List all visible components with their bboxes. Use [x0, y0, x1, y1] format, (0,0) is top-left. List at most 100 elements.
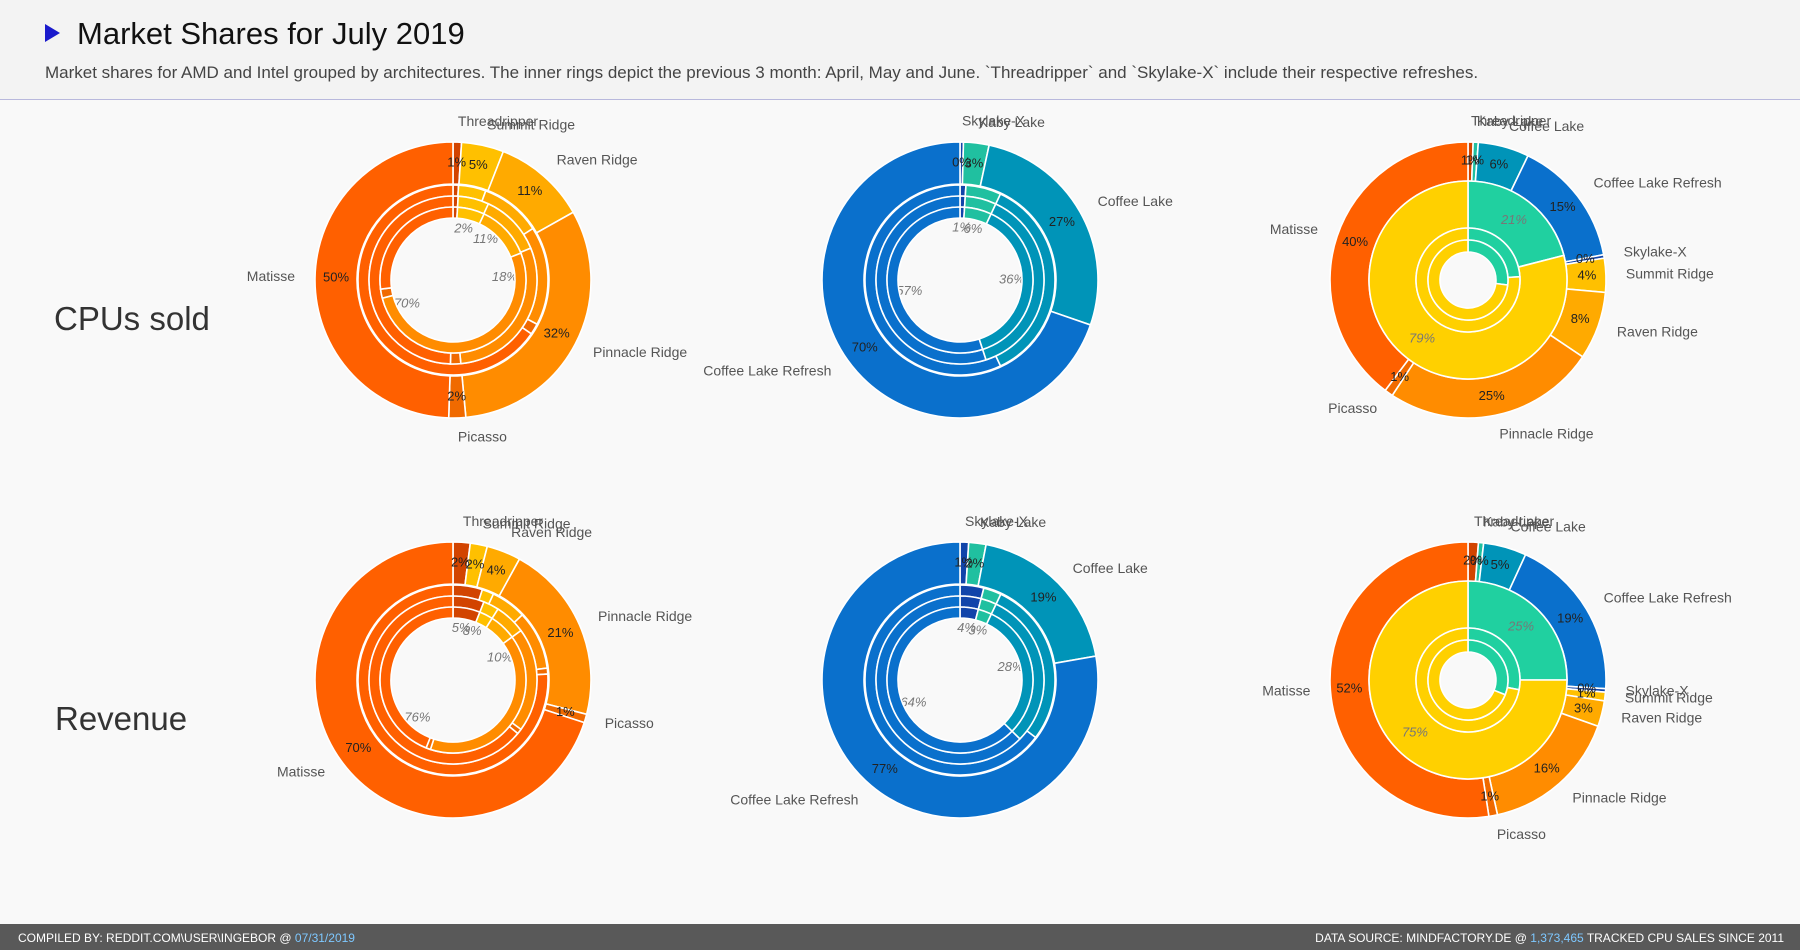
page-subtitle: Market shares for AMD and Intel grouped … — [45, 63, 1479, 82]
pct-label-coffee-lake-refresh: 77% — [872, 761, 898, 776]
category-label-raven-ridge: Raven Ridge — [1617, 323, 1698, 339]
slice-matisse-ring-0 — [314, 141, 454, 419]
slice-matisse-ring-3 — [379, 206, 454, 291]
category-label-pinnacle-ridge: Pinnacle Ridge — [598, 608, 692, 624]
category-label-threadripper: Threadripper — [458, 113, 538, 129]
footer-credit: COMPILED BY: REDDIT.COM\USER\INGEBOR @ 0… — [18, 931, 355, 945]
category-label-matisse: Matisse — [1270, 221, 1318, 237]
category-label-kaby-lake: Kaby Lake — [1483, 513, 1549, 529]
inner-pct-label-kaby-lake: 3% — [968, 623, 987, 638]
inner-pct-label-intel: 21% — [1500, 212, 1527, 227]
category-label-picasso: Picasso — [458, 429, 507, 445]
inner-pct-label-intel: 25% — [1507, 618, 1534, 633]
header: Market Shares for July 2019 Market share… — [0, 0, 1800, 100]
category-label-summit-ridge: Summit Ridge — [1625, 690, 1713, 706]
slice-pinnacle-ridge-ring-0 — [461, 211, 592, 419]
slice-matisse-ring-0 — [314, 541, 586, 819]
page-title: Market Shares for July 2019 — [77, 16, 465, 51]
pct-label-threadripper: 2% — [451, 555, 470, 570]
inner-pct-label-skylake-x: 1% — [952, 219, 971, 234]
pct-label-pinnacle-ridge: 21% — [547, 625, 573, 640]
title-arrow-icon — [45, 24, 60, 42]
slice-picasso-ring-2 — [449, 351, 462, 365]
category-label-picasso: Picasso — [1497, 826, 1546, 842]
category-label-summit-ridge: Summit Ridge — [483, 516, 571, 532]
inner-pct-label-coffee-lake-refresh: 64% — [900, 695, 926, 710]
row-label-revenue: Revenue — [55, 700, 188, 737]
pct-label-coffee-lake: 27% — [1049, 214, 1075, 229]
pct-label-kaby-lake: 3% — [964, 155, 983, 170]
category-label-pinnacle-ridge: Pinnacle Ridge — [593, 344, 687, 360]
category-label-summit-ridge: Summit Ridge — [487, 116, 575, 132]
category-label-coffee-lake-refresh: Coffee Lake Refresh — [1594, 175, 1722, 191]
category-label-threadripper: Threadripper — [1471, 113, 1551, 129]
category-label-pinnacle-ridge: Pinnacle Ridge — [1572, 789, 1666, 805]
data-source-text: DATA SOURCE: MINDFACTORY.DE @ — [1315, 931, 1527, 945]
pct-label-pinnacle-ridge: 32% — [544, 326, 570, 341]
slice-coffee-lake-refresh-ring-0 — [821, 541, 1099, 819]
inner-pct-label-threadripper: 5% — [452, 620, 471, 635]
inner-pct-label-summit-ridge: 8% — [463, 623, 482, 638]
category-label-raven-ridge: Raven Ridge — [1621, 709, 1702, 725]
category-label-coffee-lake: Coffee Lake — [1511, 519, 1586, 535]
inner-pct-label-kaby-lake: 6% — [964, 221, 983, 236]
pct-label-kaby-lake: 2% — [965, 555, 984, 570]
inner-pct-label-raven-ridge: 11% — [473, 231, 498, 246]
category-label-pinnacle-ridge: Pinnacle Ridge — [1499, 426, 1593, 442]
inner-pct-label-coffee-lake: 28% — [997, 659, 1024, 674]
donut-chart-6: 2% Threadripper 0% Kaby Lake 5% Coffee Lake 19… — [1262, 513, 1732, 842]
donut-chart-4: 2% Threadripper 2% Summit Ridge 4% Raven Ridg… — [277, 513, 692, 819]
inner-pct-label-matisse: 70% — [394, 296, 420, 311]
category-label-raven-ridge: Raven Ridge — [511, 524, 592, 540]
pct-label-picasso: 2% — [447, 388, 466, 403]
pct-label-coffee-lake: 19% — [1030, 589, 1056, 604]
compiled-by-text: COMPILED BY: REDDIT.COM\USER\INGEBOR @ — [18, 931, 292, 945]
pct-label-coffee-lake: 6% — [1489, 157, 1508, 172]
inner-pct-label-summit-ridge: 2% — [453, 221, 473, 236]
pct-label-skylake-x: 0% — [1577, 680, 1596, 695]
inner-pct-label-amd: 79% — [1409, 331, 1435, 346]
pct-label-threadripper: 1% — [1461, 152, 1480, 167]
inner-pct-label-coffee-lake: 36% — [999, 271, 1025, 286]
tracked-suffix: TRACKED CPU SALES SINCE 2011 — [1586, 931, 1784, 945]
inner-pct-label-pinnacle-ridge: 18% — [492, 269, 518, 284]
inner-pct-label-skylake-x: 4% — [957, 620, 976, 635]
pct-label-kaby-lake: 0% — [1470, 553, 1489, 568]
inner-pct-label-coffee-lake-refresh: 57% — [896, 283, 922, 298]
pct-label-skylake-x: 0% — [952, 154, 971, 169]
category-label-kaby-lake: Kaby Lake — [979, 114, 1045, 130]
inner-pct-label-pinnacle-ridge: 10% — [487, 649, 513, 664]
pct-label-picasso: 1% — [1390, 369, 1409, 384]
pct-label-summit-ridge: 4% — [1578, 267, 1597, 282]
category-label-skylake-x: Skylake-X — [965, 513, 1029, 529]
pct-label-threadripper: 2% — [1463, 553, 1482, 568]
tracked-count: 1,373,465 — [1530, 931, 1584, 945]
pct-label-picasso: 1% — [556, 704, 575, 719]
category-label-coffee-lake: Coffee Lake — [1098, 193, 1173, 209]
category-label-matisse: Matisse — [247, 268, 295, 284]
slice-coffee-lake-refresh-ring-3 — [886, 606, 1014, 754]
pct-label-picasso: 1% — [1480, 788, 1499, 803]
pct-label-pinnacle-ridge: 25% — [1479, 388, 1505, 403]
category-label-coffee-lake-refresh: Coffee Lake Refresh — [703, 362, 831, 378]
pct-label-skylake-x: 0% — [1576, 251, 1595, 266]
pct-label-raven-ridge: 3% — [1574, 701, 1593, 716]
slice-matisse-ring-3 — [379, 606, 454, 749]
category-label-coffee-lake: Coffee Lake — [1509, 118, 1584, 134]
pct-label-skylake-x: 1% — [954, 554, 973, 569]
category-label-raven-ridge: Raven Ridge — [557, 151, 638, 167]
category-label-picasso: Picasso — [1328, 400, 1377, 416]
pct-label-raven-ridge: 8% — [1571, 311, 1590, 326]
pct-label-coffee-lake-refresh: 70% — [852, 339, 878, 354]
pct-label-matisse: 70% — [345, 740, 371, 755]
slice-amd-ring-3 — [1427, 239, 1509, 321]
donut-chart-1: 1% Threadripper 5% Summit Ridge 11% Raven Rid… — [247, 113, 688, 445]
pct-label-coffee-lake-refresh: 15% — [1550, 199, 1576, 214]
category-label-kaby-lake: Kaby Lake — [980, 514, 1046, 530]
category-label-kaby-lake: Kaby Lake — [1477, 113, 1543, 129]
pct-label-threadripper: 1% — [447, 154, 466, 169]
pct-label-pinnacle-ridge: 16% — [1534, 761, 1560, 776]
pct-label-matisse: 52% — [1336, 680, 1362, 695]
category-label-coffee-lake-refresh: Coffee Lake Refresh — [730, 792, 858, 808]
category-label-summit-ridge: Summit Ridge — [1626, 265, 1714, 281]
